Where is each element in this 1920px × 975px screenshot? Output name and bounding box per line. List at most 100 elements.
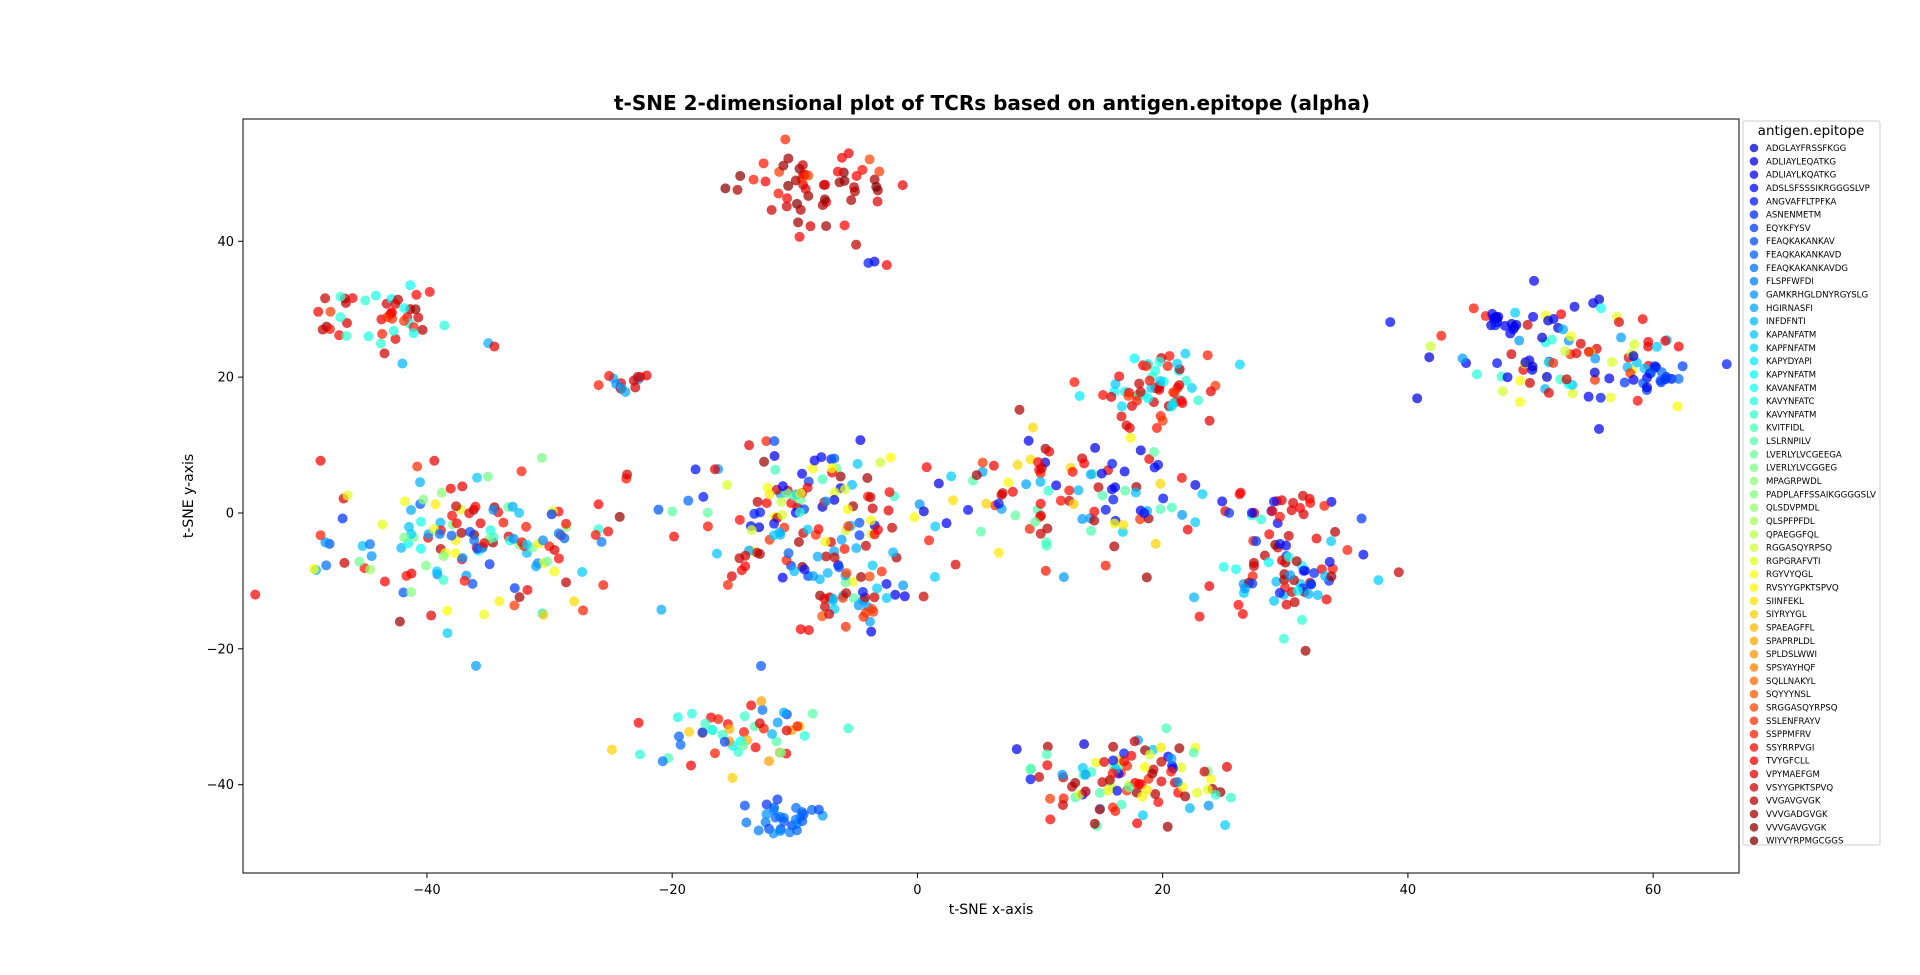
legend-label: VPYMAEFGM — [1766, 770, 1820, 780]
data-point — [1193, 395, 1204, 406]
data-point — [489, 341, 500, 352]
data-point — [1034, 464, 1045, 475]
data-point — [719, 736, 730, 747]
data-point — [1119, 756, 1130, 767]
data-point — [1108, 741, 1119, 752]
data-point — [342, 490, 353, 501]
x-axis-label: t-SNE x-axis — [949, 902, 1034, 918]
data-point — [1537, 332, 1548, 343]
legend-item: QLSPFPFDL — [1749, 516, 1815, 527]
data-point — [1412, 393, 1423, 404]
data-point — [542, 556, 553, 567]
data-point — [1567, 388, 1578, 399]
data-point — [1109, 518, 1120, 529]
data-point — [1180, 348, 1191, 359]
data-point — [797, 468, 808, 479]
legend-label: KAPANFATM — [1766, 330, 1816, 340]
legend-marker — [1749, 463, 1759, 472]
data-point — [1094, 787, 1105, 798]
data-point — [1168, 387, 1179, 398]
data-point — [849, 186, 860, 197]
data-point — [1202, 784, 1213, 795]
data-point — [569, 596, 580, 607]
data-point — [375, 338, 386, 349]
data-point — [411, 289, 422, 300]
data-point — [1121, 420, 1132, 431]
data-point — [1154, 384, 1165, 395]
data-point — [856, 571, 867, 582]
legend-marker — [1749, 236, 1759, 246]
data-point — [1527, 361, 1538, 372]
data-point — [871, 181, 882, 192]
data-point — [1135, 386, 1146, 397]
legend-label: VVVGAVGVGK — [1766, 823, 1827, 833]
data-point — [337, 513, 348, 524]
data-point — [1605, 392, 1616, 403]
legend-marker — [1749, 143, 1759, 153]
data-point — [851, 543, 862, 554]
data-point — [1298, 565, 1309, 576]
data-point — [1233, 599, 1244, 610]
data-point — [888, 547, 899, 558]
data-point — [1468, 303, 1479, 314]
data-point — [508, 533, 519, 544]
data-point — [628, 375, 639, 386]
legend-marker — [1749, 303, 1759, 313]
data-point — [1589, 367, 1600, 378]
data-point — [780, 134, 791, 145]
data-point — [668, 531, 679, 542]
data-point — [829, 453, 840, 464]
data-point — [379, 348, 390, 359]
data-point — [874, 166, 885, 177]
data-point — [793, 217, 804, 228]
data-point — [1672, 401, 1683, 412]
data-point — [808, 571, 819, 582]
data-point — [1500, 320, 1511, 331]
data-point — [1141, 572, 1152, 583]
data-point — [435, 517, 446, 528]
data-point — [439, 320, 450, 331]
data-point — [1274, 587, 1285, 598]
data-point — [1041, 749, 1052, 760]
data-point — [1509, 321, 1520, 332]
legend-marker — [1749, 556, 1759, 566]
data-point — [918, 591, 929, 602]
data-point — [390, 298, 401, 309]
legend-marker — [1749, 596, 1759, 606]
data-point — [399, 532, 410, 543]
data-point — [1558, 324, 1569, 335]
data-point — [342, 318, 353, 329]
data-point — [1120, 485, 1131, 496]
data-point — [1303, 588, 1314, 599]
data-point — [549, 566, 560, 577]
data-point — [803, 170, 814, 181]
data-point — [1583, 346, 1594, 357]
data-point — [406, 505, 417, 516]
data-point — [457, 481, 468, 492]
legend-marker — [1749, 649, 1759, 659]
legend-label: SPLDSLWWI — [1766, 650, 1817, 660]
data-point — [335, 312, 346, 323]
data-point — [805, 221, 816, 232]
legend-item: RGPGRAFVTI — [1749, 556, 1821, 567]
data-point — [1230, 564, 1241, 575]
data-point — [1220, 820, 1231, 831]
data-point — [1356, 513, 1367, 524]
data-point — [770, 812, 781, 823]
data-point — [1036, 510, 1047, 521]
data-point — [846, 195, 857, 206]
data-point — [950, 559, 961, 570]
data-point — [1528, 311, 1539, 322]
axis-ticks: −40 −20 0 20 40 60 −40 −20 0 20 40 — [207, 235, 1662, 898]
data-point — [839, 220, 850, 231]
legend-marker — [1749, 529, 1759, 539]
data-point — [1180, 791, 1191, 802]
data-point — [415, 477, 426, 488]
data-point — [875, 457, 886, 468]
legend-item: KAVANFATM — [1749, 383, 1816, 394]
data-point — [593, 380, 604, 391]
legend-marker — [1749, 516, 1759, 526]
data-point — [822, 568, 833, 579]
data-point — [1139, 508, 1150, 519]
legend-label: SRGGASQYRPSQ — [1766, 703, 1838, 713]
